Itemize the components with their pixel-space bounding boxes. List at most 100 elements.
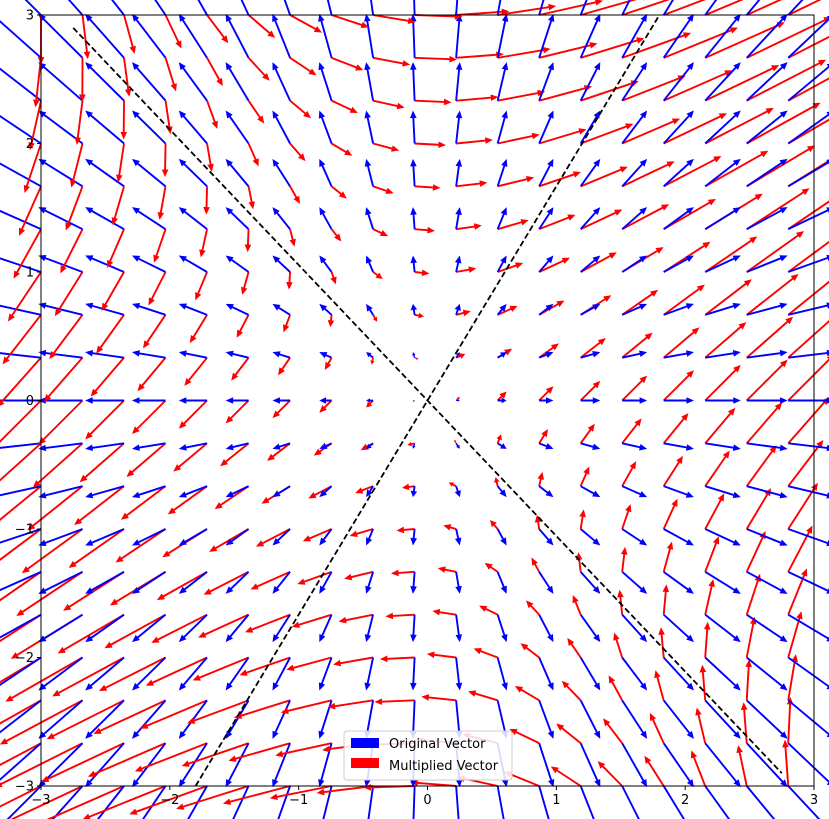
original-vector-arrow xyxy=(0,115,42,145)
multiplied-vector-arrow-shape xyxy=(0,485,42,521)
original-vector-arrow xyxy=(38,302,83,316)
original-vector-arrow xyxy=(455,700,463,739)
multiplied-vector-arrow xyxy=(580,80,639,102)
multiplied-vector-arrow xyxy=(156,571,208,601)
original-vector-arrow xyxy=(496,62,509,101)
original-vector-arrow xyxy=(579,699,601,739)
original-vector-arrow-shape xyxy=(746,742,788,788)
multiplied-vector-arrow-shape xyxy=(330,271,337,285)
multiplied-vector-arrow xyxy=(81,14,91,60)
original-vector-arrow xyxy=(787,63,829,102)
original-vector-arrow xyxy=(787,613,829,642)
multiplied-vector-arrow-shape xyxy=(580,37,645,59)
original-vector-arrow xyxy=(38,158,84,188)
original-vector-arrow xyxy=(326,0,333,16)
multiplied-vector-arrow-shape xyxy=(787,319,829,359)
multiplied-vector-arrow xyxy=(151,613,208,643)
multiplied-vector-arrow-shape xyxy=(421,694,457,702)
multiplied-vector-arrow-shape xyxy=(96,314,125,354)
original-vector-arrow-shape xyxy=(455,700,463,739)
original-vector-arrow-shape xyxy=(538,485,554,498)
multiplied-vector-arrow xyxy=(176,785,249,810)
original-vector-arrow-shape xyxy=(38,158,84,188)
original-vector-arrow xyxy=(663,158,694,188)
multiplied-vector-arrow xyxy=(222,785,291,805)
multiplied-vector-arrow-shape xyxy=(787,280,829,316)
multiplied-vector-arrow xyxy=(164,14,182,49)
multiplied-vector-arrow-shape xyxy=(525,600,540,616)
multiplied-vector-arrow-shape xyxy=(456,8,510,16)
original-vector-arrow xyxy=(319,571,333,594)
original-vector-arrow-shape xyxy=(580,442,601,450)
multiplied-vector-arrow-shape xyxy=(410,779,457,787)
original-vector-arrow xyxy=(662,656,694,691)
original-vector-arrow-shape xyxy=(0,613,42,639)
original-vector-arrow xyxy=(704,255,741,273)
original-vector-arrow xyxy=(579,742,601,788)
original-vector-arrow-shape xyxy=(131,485,166,498)
original-vector-arrow-shape xyxy=(85,207,125,230)
original-vector-arrow-shape xyxy=(496,785,505,819)
multiplied-vector-arrow-shape xyxy=(621,75,686,102)
multiplied-vector-arrow-shape xyxy=(240,271,250,295)
multiplied-vector-arrow xyxy=(379,655,415,663)
multiplied-vector-arrow-shape xyxy=(787,118,829,145)
original-vector-arrow-shape xyxy=(621,158,648,187)
original-vector-arrow-shape xyxy=(662,656,694,691)
original-vector-arrow-shape xyxy=(322,785,333,819)
multiplied-vector-arrow xyxy=(280,699,332,715)
multiplied-vector-arrow xyxy=(621,204,670,231)
original-vector-arrow xyxy=(272,657,291,691)
multiplied-vector-arrow-shape xyxy=(289,99,311,119)
multiplied-vector-arrow xyxy=(414,55,457,63)
original-vector-arrow-shape xyxy=(496,614,508,643)
original-vector-arrow-shape xyxy=(663,528,694,546)
multiplied-vector-arrow-shape xyxy=(663,327,700,359)
multiplied-vector-arrow xyxy=(93,699,166,734)
original-vector-arrow xyxy=(496,485,507,498)
original-vector-arrow-shape xyxy=(579,62,601,102)
multiplied-vector-arrow xyxy=(142,314,167,349)
original-vector-arrow xyxy=(663,350,694,359)
multiplied-vector-arrow xyxy=(663,0,706,16)
original-vector-arrow xyxy=(410,158,417,187)
original-vector-arrow-shape xyxy=(704,528,741,546)
multiplied-vector-arrow xyxy=(69,143,84,188)
original-vector-arrow-shape xyxy=(787,570,829,594)
legend-label-multiplied: Multiplied Vector xyxy=(389,759,499,774)
original-vector-arrow xyxy=(621,442,648,451)
multiplied-vector-arrow xyxy=(746,145,816,188)
original-vector-arrow xyxy=(178,350,208,359)
multiplied-vector-arrow-shape xyxy=(203,186,210,215)
original-vector-arrow-shape xyxy=(455,13,463,58)
multiplied-vector-arrow-shape xyxy=(745,488,772,530)
multiplied-vector-arrow-shape xyxy=(148,271,167,306)
multiplied-vector-arrow xyxy=(556,723,582,744)
original-vector-arrow-shape xyxy=(663,255,694,273)
original-vector-arrow xyxy=(787,15,829,59)
multiplied-vector-arrow-shape xyxy=(0,442,42,482)
multiplied-vector-arrow xyxy=(344,570,374,581)
original-vector-arrow xyxy=(225,571,250,594)
multiplied-vector-arrow xyxy=(240,271,250,295)
original-vector-arrow xyxy=(38,442,83,452)
multiplied-vector-arrow-shape xyxy=(372,99,405,110)
original-vector-arrow-shape xyxy=(0,485,42,497)
legend-label-original: Original Vector xyxy=(389,737,486,752)
original-vector-arrow-shape xyxy=(579,110,601,144)
multiplied-vector-arrow xyxy=(198,613,249,638)
multiplied-vector-arrow xyxy=(0,785,42,808)
multiplied-vector-arrow xyxy=(140,699,208,729)
original-vector-arrow-shape xyxy=(663,397,694,404)
original-vector-arrow-shape xyxy=(85,110,125,145)
multiplied-vector-arrow-shape xyxy=(104,613,166,649)
original-vector-arrow xyxy=(538,13,555,59)
original-vector-arrow-shape xyxy=(662,110,694,145)
original-vector-arrow xyxy=(225,303,249,316)
multiplied-vector-arrow xyxy=(414,357,419,360)
original-vector-arrow-shape xyxy=(579,785,595,819)
original-vector-arrow xyxy=(366,485,374,498)
original-vector-arrow xyxy=(272,528,291,546)
original-vector-arrow-shape xyxy=(366,528,374,546)
original-vector-arrow xyxy=(455,442,460,449)
